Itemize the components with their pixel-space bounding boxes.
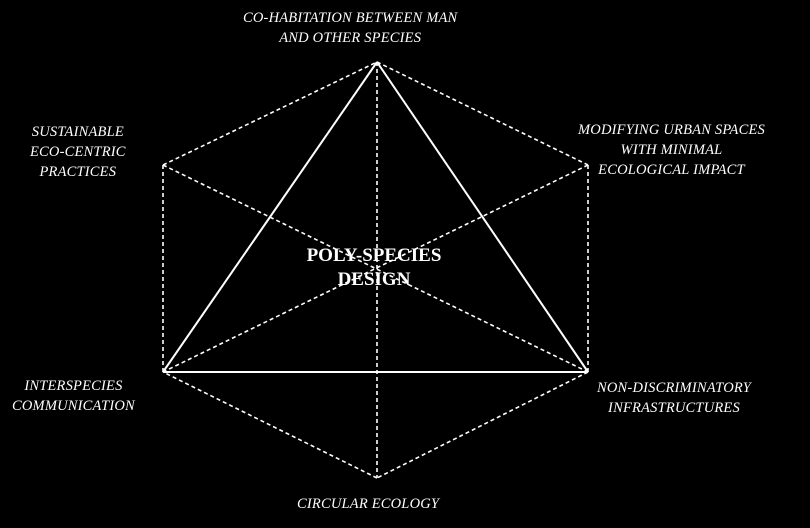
center-title: POLY-SPECIES DESIGN bbox=[274, 244, 474, 292]
node-label-top: CO-HABITATION BETWEEN MAN AND OTHER SPEC… bbox=[243, 8, 457, 48]
hexagon-edge-lower-right-bottom bbox=[376, 371, 589, 479]
node-label-upper-left-line-3: PRACTICES bbox=[39, 164, 117, 180]
node-label-bottom-line-1: CIRCULAR ECOLOGY bbox=[297, 496, 440, 512]
center-title-line-2: DESIGN bbox=[337, 269, 411, 290]
triangle-edge-left bbox=[162, 61, 378, 373]
node-label-upper-left-line-2: ECO-CENTRIC bbox=[30, 144, 126, 160]
node-label-lower-right: NON-DISCRIMINATORY INFRASTRUCTURES bbox=[597, 378, 751, 418]
node-label-upper-left-line-1: SUSTAINABLE bbox=[31, 124, 124, 140]
node-label-top-line-1: CO-HABITATION BETWEEN MAN bbox=[243, 10, 458, 26]
node-label-lower-right-line-1: NON-DISCRIMINATORY bbox=[597, 380, 751, 396]
node-label-lower-left: INTERSPECIES COMMUNICATION bbox=[12, 376, 135, 416]
center-title-line-1: POLY-SPECIES bbox=[306, 245, 442, 266]
hexagon-edge-upper-left-top bbox=[162, 61, 378, 166]
node-label-upper-left: SUSTAINABLE ECO-CENTRIC PRACTICES bbox=[30, 122, 126, 182]
node-label-lower-right-line-2: INFRASTRUCTURES bbox=[608, 400, 740, 416]
node-label-upper-right-line-2: WITH MINIMAL bbox=[620, 142, 723, 158]
triangle-edge-right bbox=[376, 61, 589, 373]
node-label-upper-right-line-3: ECOLOGICAL IMPACT bbox=[598, 162, 745, 178]
hexagon-edge-top-upper-right bbox=[376, 61, 589, 166]
node-label-lower-left-line-2: COMMUNICATION bbox=[12, 398, 135, 414]
node-label-lower-left-line-1: INTERSPECIES bbox=[24, 378, 123, 394]
node-label-upper-right-line-1: MODIFYING URBAN SPACES bbox=[578, 122, 765, 138]
node-label-top-line-2: AND OTHER SPECIES bbox=[279, 30, 422, 46]
diagonal-upper-right-lower-left bbox=[162, 164, 589, 373]
hexagon-edge-bottom-lower-left bbox=[162, 371, 378, 479]
diagonal-upper-left-lower-right bbox=[162, 164, 589, 373]
node-label-upper-right: MODIFYING URBAN SPACES WITH MINIMAL ECOL… bbox=[578, 120, 765, 180]
node-label-bottom: CIRCULAR ECOLOGY bbox=[297, 494, 439, 514]
